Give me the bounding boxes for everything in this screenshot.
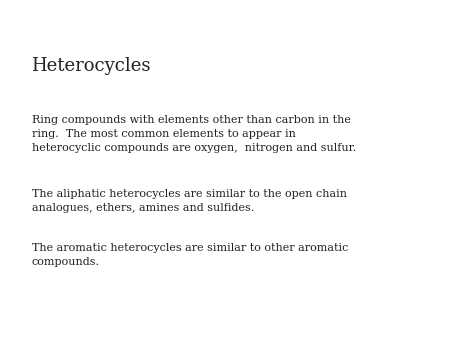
Text: Ring compounds with elements other than carbon in the
ring.  The most common ele: Ring compounds with elements other than …	[32, 115, 356, 153]
Text: The aromatic heterocycles are similar to other aromatic
compounds.: The aromatic heterocycles are similar to…	[32, 243, 348, 267]
Text: Heterocycles: Heterocycles	[32, 57, 151, 75]
Text: The aliphatic heterocycles are similar to the open chain
analogues, ethers, amin: The aliphatic heterocycles are similar t…	[32, 189, 346, 213]
